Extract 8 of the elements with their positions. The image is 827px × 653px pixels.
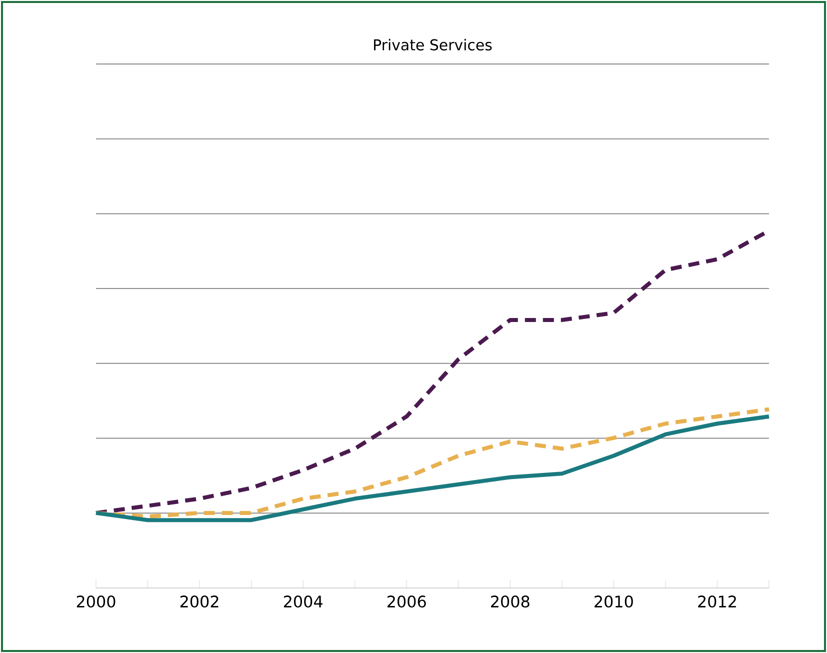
x-tick-label: 2012 <box>698 596 736 608</box>
x-tick-label: 2004 <box>284 596 322 608</box>
x-tick-label: 2000 <box>76 596 116 608</box>
x-tick-label: 2002 <box>180 596 218 608</box>
x-tick-label: 2010 <box>594 596 633 608</box>
x-tick-label: 2006 <box>388 596 426 608</box>
x-tick-label: 2008 <box>491 596 530 608</box>
chart-title: Private Services <box>374 38 492 50</box>
